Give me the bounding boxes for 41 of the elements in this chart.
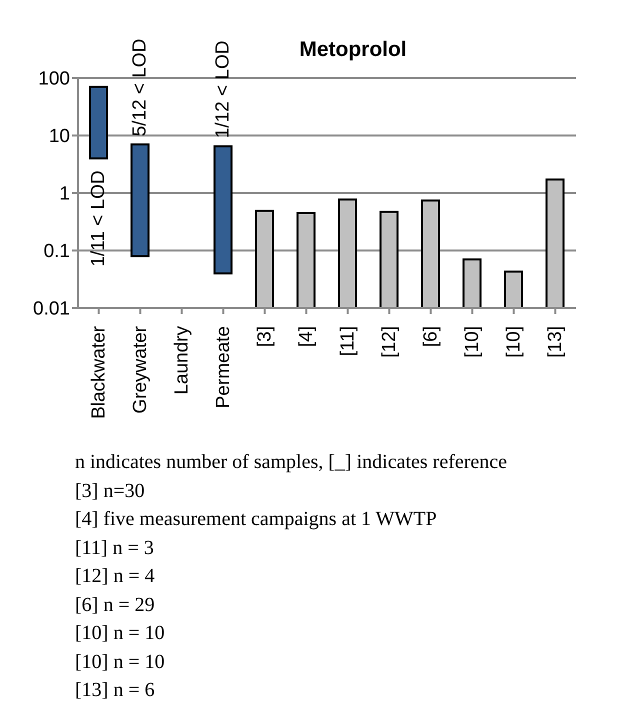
bar [130,143,150,258]
bar [296,212,316,308]
text: [13] n = 6 [75,678,156,703]
text: [12] n = 4 [75,564,156,589]
x-tick-label: [3] [254,326,276,348]
y-tick-label: 1 [59,184,70,205]
x-tick-label: [10] [462,326,483,358]
x-tick-label: [10] [503,326,524,358]
x-tick-label: Laundry [171,326,192,395]
text: [10] n = 10 [75,650,166,674]
annotation: 1/12 < LOD [212,40,234,138]
x-tick-label: [6] [420,326,442,348]
bar [504,270,524,308]
text: n indicates number of samples, [_] indicates reference [75,450,508,475]
x-tick-label: [4] [296,326,317,348]
x-tick-label: Greywater [130,325,151,414]
text: [10] n = 10 [75,621,166,646]
x-tick-label: [11] [337,326,358,356]
bar [421,200,440,308]
y-tick-label: 0.1 [44,241,70,262]
annotation: 1/11 < LOD [88,170,110,267]
text: [3] n=30 [75,478,146,504]
y-tick-label: 10 [48,126,70,148]
text: [4] five measurement campaigns at 1 WWTP [75,507,438,532]
bar [462,258,482,308]
bar [380,210,399,308]
y-tick-label: 100 [38,68,70,90]
bar [214,145,233,274]
y-tick-label: 0.01 [33,298,70,320]
bar [338,198,358,308]
text: [6] n = 29 [75,592,156,618]
annotation: 5/12 < LOD [130,38,151,136]
chart-title: Metoprolol [299,38,407,61]
bar [255,210,274,308]
text: [11] n = 3 [75,536,155,560]
x-tick-label: Blackwater [88,325,110,419]
x-tick-label: [12] [378,326,400,358]
bar [546,178,565,308]
x-tick-label: [13] [544,326,566,358]
x-tick-label: Permeate [212,326,234,408]
bar [89,86,108,160]
